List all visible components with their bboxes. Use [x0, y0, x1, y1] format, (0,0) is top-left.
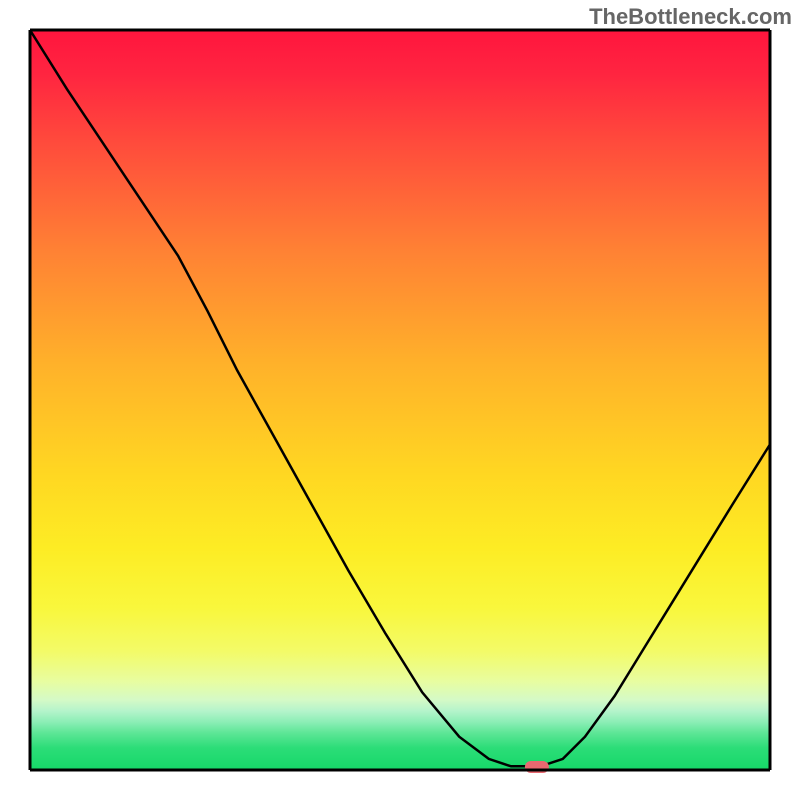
- bottleneck-chart: TheBottleneck.com: [0, 0, 800, 800]
- chart-canvas: [0, 0, 800, 800]
- watermark-text: TheBottleneck.com: [589, 4, 792, 30]
